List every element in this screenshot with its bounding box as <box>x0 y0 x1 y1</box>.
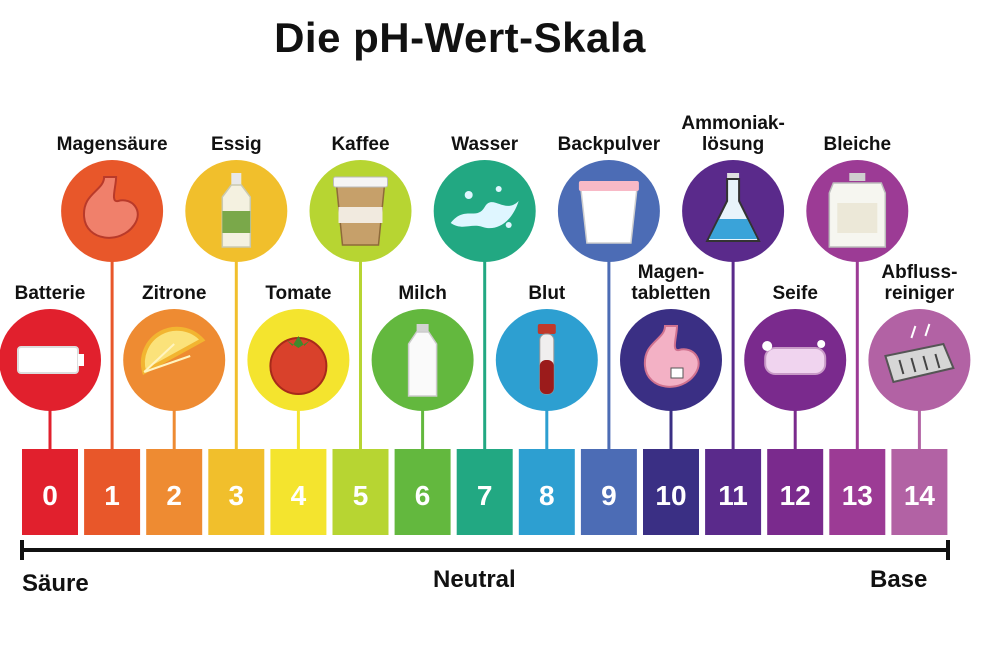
ph-scale-box <box>829 449 886 535</box>
ph-item-8: 8 Blut <box>495 283 598 535</box>
stomach-icon <box>83 176 139 239</box>
item-label: Blut <box>528 283 566 304</box>
ph-value: 3 <box>229 480 245 511</box>
ph-item-14: 14 Abfluss-reiniger <box>868 262 971 535</box>
item-label: Backpulver <box>558 134 661 155</box>
item-label: Milch <box>398 283 447 304</box>
ph-value: 11 <box>718 480 748 511</box>
ph-value: 1 <box>104 480 120 511</box>
ph-item-6: 6 Milch <box>371 283 474 535</box>
item-label: Essig <box>211 134 262 155</box>
item-label: Batterie <box>15 283 86 304</box>
ph-scale-box <box>518 449 575 535</box>
item-label: Tomate <box>265 283 331 304</box>
soap-icon <box>762 340 827 375</box>
neutral-label: Neutral <box>433 566 516 593</box>
ph-value: 0 <box>42 480 58 511</box>
battery-icon <box>17 346 84 374</box>
flask-icon <box>705 173 761 242</box>
scale-axis-right-tick <box>946 540 950 560</box>
water-splash-icon <box>450 186 519 229</box>
item-label: Bleiche <box>824 134 892 155</box>
item-label: Abfluss- <box>881 262 957 283</box>
ph-item-10: 10 Magen-tabletten <box>620 262 722 535</box>
base-label: Base <box>870 566 928 593</box>
lemon-icon <box>140 326 206 375</box>
coffee-cup-icon <box>333 176 388 246</box>
ph-scale-box <box>767 449 824 535</box>
ph-scale-box <box>643 449 699 535</box>
ph-scale-box <box>332 449 389 535</box>
acid-label: Säure <box>22 570 89 597</box>
ph-item-3: 3 Essig <box>185 134 288 535</box>
ph-scale-box <box>456 449 513 535</box>
baking-powder-icon <box>578 181 639 244</box>
ph-item-4: 4 Tomate <box>247 283 350 535</box>
bleach-jug-icon <box>828 173 887 248</box>
ph-scale-box <box>208 449 265 535</box>
ph-value: 9 <box>601 480 617 511</box>
ph-item-11: 11 Ammoniak-lösung <box>681 113 785 535</box>
ph-value: 6 <box>415 480 431 511</box>
ph-scale-box <box>270 449 327 535</box>
milk-bottle-icon <box>407 324 438 397</box>
vinegar-bottle-icon <box>221 173 252 248</box>
item-label: reiniger <box>885 283 955 304</box>
page-title: Die pH-Wert-Skala <box>274 14 646 61</box>
item-label: lösung <box>702 134 764 155</box>
ph-value: 4 <box>291 480 307 511</box>
ph-item-0: 0 Batterie <box>0 283 101 535</box>
ph-scale-box <box>580 449 637 535</box>
item-label: Wasser <box>451 134 518 155</box>
item-circle <box>123 309 226 411</box>
ph-value: 2 <box>166 480 182 511</box>
ph-value: 7 <box>477 480 493 511</box>
ph-item-5: 5 Kaffee <box>309 134 412 535</box>
item-label: Kaffee <box>331 134 389 155</box>
item-label: Magensäure <box>57 134 168 155</box>
ph-value: 13 <box>842 480 873 511</box>
ph-scale-box <box>22 449 78 535</box>
ph-item-12: 12 Seife <box>744 283 847 535</box>
item-label: Ammoniak- <box>681 113 784 134</box>
ph-value: 14 <box>904 480 936 511</box>
drain-cleaner-icon <box>884 323 955 384</box>
ph-item-1: 1 Magensäure <box>57 134 168 535</box>
item-label: Seife <box>772 283 817 304</box>
tomato-icon <box>269 336 328 395</box>
scale-axis <box>22 548 948 552</box>
item-label: tabletten <box>631 283 710 304</box>
item-label: Magen- <box>638 262 705 283</box>
ph-value: 5 <box>353 480 369 511</box>
ph-item-2: 2 Zitrone <box>123 283 226 535</box>
ph-scale-box <box>891 449 948 535</box>
ph-scale-box <box>146 449 203 535</box>
blood-tube-icon <box>537 324 556 395</box>
scale-axis-left-tick <box>20 540 24 560</box>
ph-scale-box <box>84 449 141 535</box>
item-label: Zitrone <box>142 283 206 304</box>
ph-value: 12 <box>780 480 811 511</box>
ph-value: 8 <box>539 480 555 511</box>
ph-value: 10 <box>655 480 686 511</box>
ph-scale-box <box>394 449 451 535</box>
ph-scale-box <box>705 449 762 535</box>
ph-item-13: 13 Bleiche <box>806 134 909 535</box>
ph-item-9: 9 Backpulver <box>558 134 661 535</box>
antacid-stomach-icon <box>643 325 700 388</box>
ph-item-7: 7 Wasser <box>433 134 536 535</box>
